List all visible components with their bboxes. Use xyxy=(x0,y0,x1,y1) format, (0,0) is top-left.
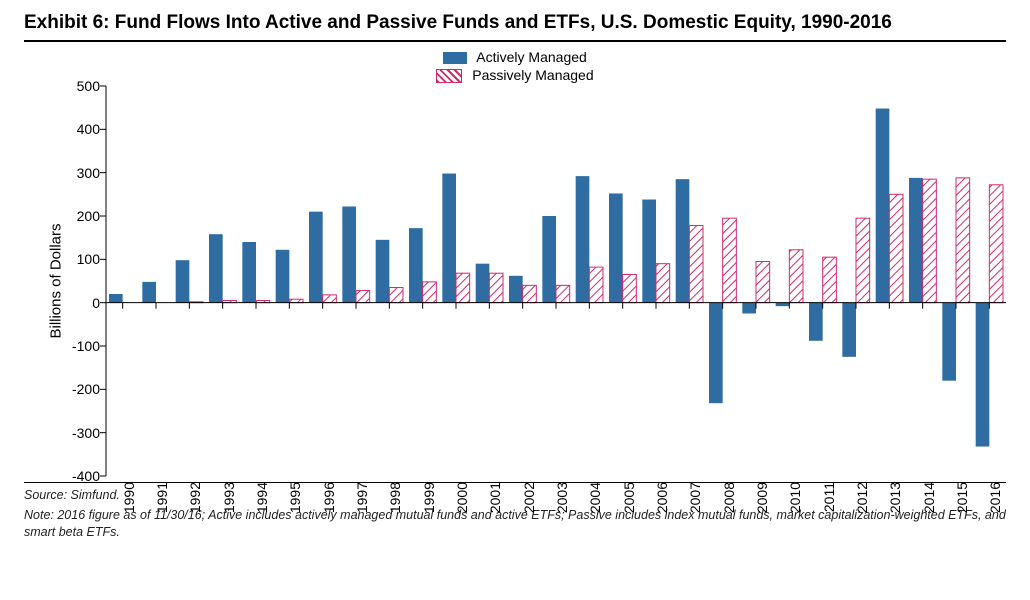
x-tick-label: 2005 xyxy=(621,482,637,513)
bar xyxy=(942,303,956,381)
bar xyxy=(776,303,790,306)
x-tick-label: 1998 xyxy=(387,482,403,513)
legend: Actively Managed Passively Managed xyxy=(24,48,1006,84)
bar xyxy=(476,264,490,303)
bar xyxy=(809,303,823,341)
bar xyxy=(842,303,856,357)
bar xyxy=(742,303,756,314)
legend-item-active: Actively Managed xyxy=(443,48,587,66)
y-tick-label: 500 xyxy=(77,78,106,94)
x-tick-label: 1996 xyxy=(321,482,337,513)
x-tick-label: 2001 xyxy=(487,482,503,513)
x-tick-label: 2002 xyxy=(521,482,537,513)
bar xyxy=(423,282,437,303)
bar xyxy=(342,206,356,302)
bar xyxy=(289,299,303,302)
bar xyxy=(242,242,256,303)
legend-item-passive: Passively Managed xyxy=(436,66,593,84)
bar xyxy=(356,291,370,303)
x-tick-label: 1997 xyxy=(354,482,370,513)
y-tick-label: 100 xyxy=(77,251,106,267)
bar xyxy=(309,212,323,303)
x-tick-label: 1991 xyxy=(154,482,170,513)
x-tick-label: 2007 xyxy=(687,482,703,513)
y-tick-label: -200 xyxy=(72,381,106,397)
bar xyxy=(756,262,770,303)
x-tick-label: 2014 xyxy=(921,482,937,513)
bar xyxy=(556,285,570,302)
bar xyxy=(376,240,390,303)
y-axis-label: Billions of Dollars xyxy=(48,223,65,338)
x-tick-label: 2016 xyxy=(987,482,1003,513)
bar xyxy=(723,218,737,302)
x-tick-label: 2010 xyxy=(787,482,803,513)
bar xyxy=(923,179,937,302)
bar xyxy=(989,185,1003,303)
legend-swatch-active xyxy=(443,52,467,64)
bar xyxy=(856,218,870,302)
chart-area: Billions of Dollars -400-300-200-1000100… xyxy=(60,86,1006,476)
bar xyxy=(709,303,723,404)
bar xyxy=(509,276,523,303)
bar xyxy=(876,109,890,303)
y-tick-label: -300 xyxy=(72,425,106,441)
bar xyxy=(889,194,903,302)
legend-label-passive: Passively Managed xyxy=(472,67,593,83)
x-tick-label: 2006 xyxy=(654,482,670,513)
x-tick-label: 2000 xyxy=(454,482,470,513)
bar xyxy=(142,282,156,303)
x-tick-label: 2003 xyxy=(554,482,570,513)
bar xyxy=(409,228,423,303)
x-tick-label: 2008 xyxy=(721,482,737,513)
bar xyxy=(642,200,656,303)
bar xyxy=(542,216,556,303)
bar xyxy=(609,193,623,302)
bar xyxy=(623,275,637,303)
bar xyxy=(789,250,803,303)
x-tick-label: 1990 xyxy=(121,482,137,513)
x-tick-label: 1995 xyxy=(287,482,303,513)
bar xyxy=(209,234,223,302)
bar xyxy=(909,178,923,303)
x-tick-label: 2012 xyxy=(854,482,870,513)
legend-label-active: Actively Managed xyxy=(476,49,587,65)
y-tick-label: -100 xyxy=(72,338,106,354)
y-tick-label: 0 xyxy=(92,295,106,311)
bar xyxy=(976,303,990,447)
bar xyxy=(276,250,290,303)
x-tick-label: 2015 xyxy=(954,482,970,513)
y-tick-label: 400 xyxy=(77,121,106,137)
bar xyxy=(323,295,337,303)
bar xyxy=(676,179,690,302)
x-tick-label: 2011 xyxy=(821,482,837,512)
bar xyxy=(689,226,703,303)
x-tick-label: 1994 xyxy=(254,482,270,513)
bar xyxy=(956,178,970,303)
bar xyxy=(109,294,123,303)
x-tick-label: 2013 xyxy=(887,482,903,513)
legend-swatch-passive xyxy=(436,69,462,83)
y-tick-label: 300 xyxy=(77,165,106,181)
bar xyxy=(456,273,470,302)
x-tick-label: 1993 xyxy=(221,482,237,513)
bar xyxy=(656,264,670,303)
bar xyxy=(389,288,403,303)
exhibit-container: Exhibit 6: Fund Flows Into Active and Pa… xyxy=(0,0,1030,600)
y-tick-label: 200 xyxy=(77,208,106,224)
bar xyxy=(823,257,837,303)
x-tick-label: 1999 xyxy=(421,482,437,513)
bar xyxy=(442,174,456,303)
y-tick-label: -400 xyxy=(72,468,106,484)
x-tick-label: 2009 xyxy=(754,482,770,513)
x-tick-label: 2004 xyxy=(587,482,603,513)
bar xyxy=(176,260,190,302)
exhibit-title: Exhibit 6: Fund Flows Into Active and Pa… xyxy=(24,12,1006,42)
x-tick-label: 1992 xyxy=(187,482,203,513)
bar xyxy=(489,273,503,302)
plot-surface: -400-300-200-100010020030040050019901991… xyxy=(106,86,1006,476)
bar xyxy=(523,285,537,302)
bar xyxy=(576,176,590,303)
bar xyxy=(589,267,603,303)
